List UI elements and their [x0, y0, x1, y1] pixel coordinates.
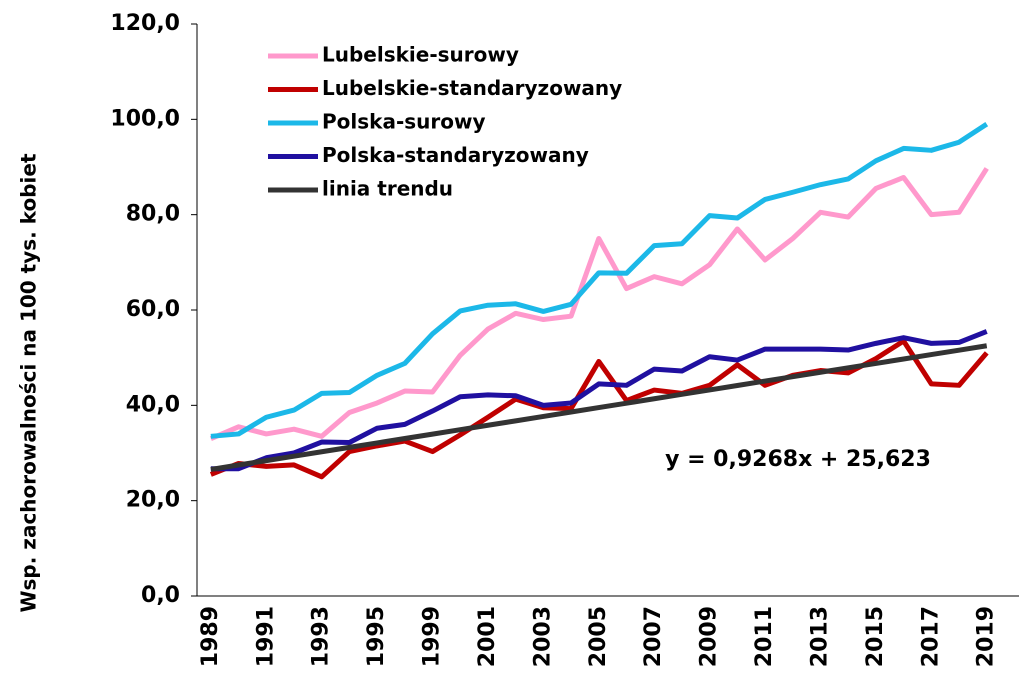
x-tick-label: 2003	[530, 606, 555, 667]
x-tick-label: 2015	[863, 606, 888, 667]
x-tick-label: 1999	[420, 606, 445, 667]
trend-equation: y = 0,9268x + 25,623	[665, 447, 931, 472]
y-tick-label: 100,0	[110, 106, 180, 131]
legend-label: Lubelskie-standaryzowany	[322, 76, 622, 100]
x-tick-label: 2005	[586, 606, 611, 667]
series-line	[209, 167, 989, 441]
x-tick-label: 2009	[697, 606, 722, 667]
y-tick-label: 0,0	[141, 583, 180, 608]
x-tick-label: 1993	[309, 606, 334, 667]
x-tick-label: 2019	[974, 606, 999, 667]
series-line	[210, 343, 988, 472]
legend-label: Lubelskie-surowy	[322, 43, 519, 67]
y-tick-label: 80,0	[126, 202, 180, 227]
legend-label: Polska-surowy	[322, 110, 486, 134]
series-line	[210, 122, 989, 439]
legend-label: linia trendu	[322, 177, 453, 201]
y-tick-label: 40,0	[126, 392, 180, 417]
x-tick-label: 1989	[198, 606, 223, 667]
x-tick-label: 2013	[807, 606, 832, 667]
x-tick-label: 1991	[253, 606, 278, 667]
x-tick-label: 2011	[752, 606, 777, 667]
legend-label: Polska-standaryzowany	[322, 143, 589, 167]
x-tick-label: 2017	[918, 606, 943, 667]
y-tick-label: 120,0	[110, 11, 180, 36]
x-tick-label: 1995	[364, 606, 389, 667]
x-tick-label: 2007	[641, 606, 666, 667]
y-tick-label: 20,0	[126, 488, 180, 513]
x-tick-label: 2001	[475, 606, 500, 667]
series-line	[210, 329, 988, 472]
y-tick-label: 60,0	[126, 297, 180, 322]
y-axis-label: Wsp. zachorowalności na 100 tys. kobiet	[17, 153, 41, 613]
